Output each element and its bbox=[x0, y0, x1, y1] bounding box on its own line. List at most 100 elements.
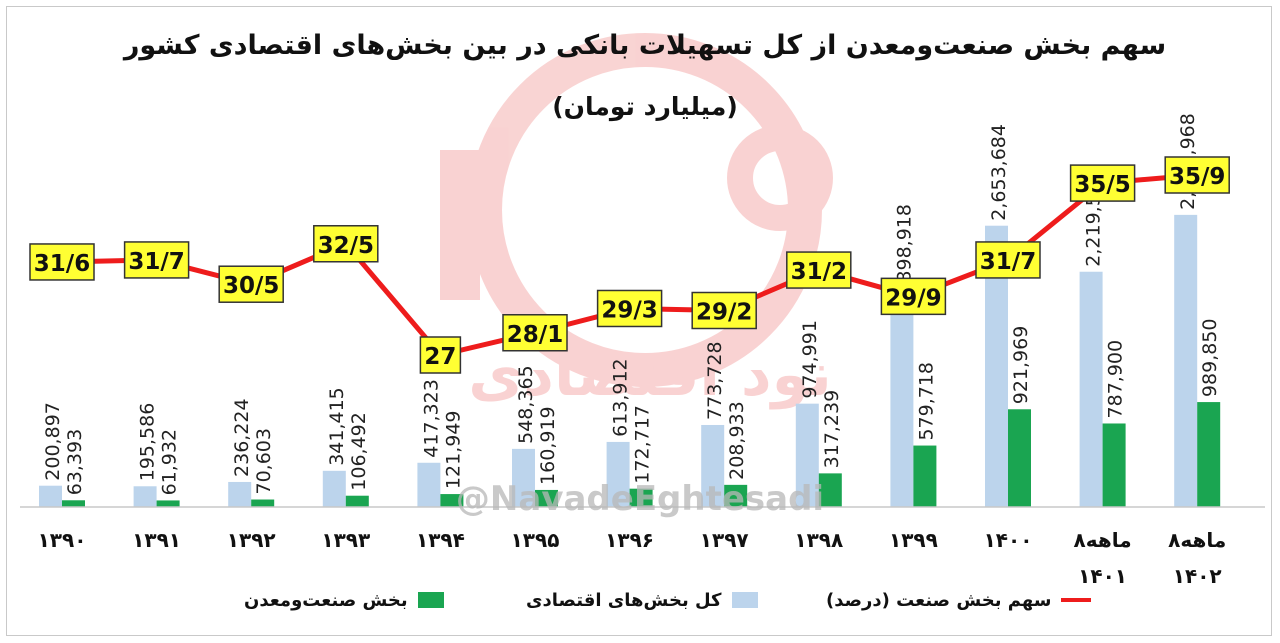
share-label: 27 bbox=[424, 344, 456, 370]
x-tick-label: ۱۴۰۱ bbox=[1078, 564, 1127, 588]
label-total: 1,898,918 bbox=[893, 204, 915, 301]
label-industry: 989,850 bbox=[1199, 318, 1221, 397]
label-total: 200,897 bbox=[42, 402, 64, 481]
label-total: 613,912 bbox=[610, 358, 632, 437]
x-tick-label: ۱۳۹۳ bbox=[321, 528, 370, 552]
legend-label-total: کل بخش‌های اقتصادی bbox=[526, 589, 722, 611]
chart-title: سهم بخش صنعت‌ومعدن از کل تسهیلات بانکی د… bbox=[123, 30, 1167, 61]
label-total: 548,365 bbox=[515, 365, 537, 444]
bar-total bbox=[1174, 214, 1198, 508]
label-industry: 921,969 bbox=[1010, 326, 1032, 405]
bar-industry bbox=[345, 495, 369, 507]
x-tick-label: ۱۴۰۰ bbox=[984, 528, 1033, 552]
x-tick-label: ۱۳۹۹ bbox=[889, 528, 938, 552]
label-industry: 160,919 bbox=[537, 406, 559, 485]
legend-item-share: سهم بخش صنعت (درصد) bbox=[826, 588, 1092, 612]
bar-total bbox=[322, 470, 346, 507]
x-tick-labels: ۱۳۹۰ ۱۳۹۱ ۱۳۹۲ ۱۳۹۳ ۱۳۹۴ ۱۳۹۵ ۱۳۹۶ ۱۳۹۷ ۱۳۹۸ ۱۳۹۹… bbox=[38, 528, 1227, 588]
bar-industry bbox=[156, 500, 180, 507]
x-tick-label: ۱۳۹۴ bbox=[416, 528, 465, 552]
label-industry: 317,239 bbox=[821, 390, 843, 469]
x-tick-label: ۸ماهه bbox=[1074, 528, 1132, 552]
x-tick-label: ۱۳۹۲ bbox=[227, 528, 276, 552]
label-industry: 70,603 bbox=[253, 428, 275, 494]
bar-industry bbox=[818, 473, 842, 507]
x-tick-label: ۸ماهه bbox=[1168, 528, 1226, 552]
logo-watermark: نود اقتصادی bbox=[440, 33, 833, 410]
label-industry: 121,949 bbox=[442, 410, 464, 489]
share-label-box bbox=[1069, 164, 1136, 202]
label-total: 974,991 bbox=[799, 320, 821, 399]
share-label-box bbox=[786, 251, 852, 289]
share-label: 31/2 bbox=[791, 259, 847, 285]
bar-total bbox=[417, 462, 441, 507]
share-label: 31/6 bbox=[34, 251, 90, 277]
share-label: 35/5 bbox=[1074, 172, 1130, 198]
label-total: 195,586 bbox=[137, 403, 159, 482]
share-label-box bbox=[502, 314, 568, 352]
x-tick-label: ۱۳۹۷ bbox=[700, 528, 749, 552]
label-industry: 172,717 bbox=[632, 405, 654, 484]
legend-item-total: کل بخش‌های اقتصادی bbox=[526, 588, 758, 612]
label-industry: 61,932 bbox=[159, 429, 181, 495]
share-label: 31/7 bbox=[980, 249, 1036, 275]
bar-total bbox=[606, 441, 630, 507]
share-label-box bbox=[1164, 156, 1230, 194]
bar-total bbox=[512, 448, 535, 507]
chart-subtitle: (میلیارد تومان) bbox=[552, 92, 738, 121]
share-label-box bbox=[596, 289, 663, 328]
x-tick-label: ۱۳۹۵ bbox=[511, 528, 560, 552]
bar-total bbox=[985, 225, 1008, 507]
label-total: 773,728 bbox=[704, 341, 726, 420]
legend-swatch-total bbox=[731, 592, 758, 608]
share-label-box bbox=[123, 241, 190, 279]
bar-total bbox=[133, 486, 157, 507]
bar-industry bbox=[724, 484, 748, 507]
share-label-box bbox=[29, 243, 95, 281]
share-label-box bbox=[419, 336, 462, 374]
share-label-box bbox=[218, 265, 284, 303]
label-industry: 106,492 bbox=[348, 412, 370, 491]
bar-industry bbox=[535, 489, 558, 507]
legend-label-industry: بخش صنعت‌ومعدن bbox=[244, 589, 408, 611]
bar-industry bbox=[913, 445, 937, 507]
bar-total bbox=[228, 481, 252, 507]
share-label: 29/2 bbox=[696, 300, 752, 326]
x-tick-label: ۱۳۹۶ bbox=[605, 528, 654, 552]
label-industry: 63,393 bbox=[64, 429, 86, 495]
bar-industry bbox=[1102, 423, 1126, 507]
label-total: 341,415 bbox=[326, 387, 348, 466]
label-total: 417,323 bbox=[420, 379, 442, 458]
label-total: 236,224 bbox=[231, 398, 253, 477]
share-label-box bbox=[975, 241, 1041, 279]
legend-swatch-share bbox=[1061, 598, 1092, 602]
legend-item-industry: بخش صنعت‌ومعدن bbox=[244, 588, 444, 612]
share-label-box bbox=[691, 291, 757, 330]
x-tick-label: ۱۳۹۱ bbox=[132, 528, 181, 552]
share-label-box bbox=[880, 277, 947, 316]
bar-industry bbox=[1008, 409, 1031, 507]
bar-total bbox=[890, 305, 914, 507]
share-label: 29/3 bbox=[601, 297, 657, 323]
label-industry: 208,933 bbox=[726, 401, 748, 480]
share-label: 31/7 bbox=[128, 249, 184, 275]
bars-layer: 200,897 63,393 195,586 61,932 236,224 70,603 3… bbox=[39, 113, 1221, 508]
share-label: 32/5 bbox=[318, 233, 374, 259]
bar-industry bbox=[440, 494, 464, 507]
share-label: 29/9 bbox=[885, 285, 941, 311]
share-label: 28/1 bbox=[507, 322, 563, 348]
label-total: 2,653,684 bbox=[988, 124, 1010, 221]
label-industry: 579,718 bbox=[915, 362, 937, 441]
share-line-layer: 31/6 31/7 30/5 32/5 27 28/1 29/3 29/2 31/2 29/9 31… bbox=[29, 156, 1230, 374]
bar-total bbox=[795, 403, 819, 507]
watermark-handle: @NavadeEghtesadi bbox=[456, 479, 824, 519]
bar-total bbox=[1079, 271, 1103, 507]
x-tick-label: ۱۳۹۰ bbox=[38, 528, 87, 552]
bar-industry bbox=[629, 488, 653, 507]
share-label-box bbox=[313, 225, 379, 263]
legend-swatch-industry bbox=[417, 592, 444, 608]
x-tick-label: ۱۳۹۸ bbox=[794, 528, 843, 552]
bar-industry bbox=[1197, 402, 1221, 507]
x-tick-label: ۱۴۰۲ bbox=[1173, 564, 1222, 588]
